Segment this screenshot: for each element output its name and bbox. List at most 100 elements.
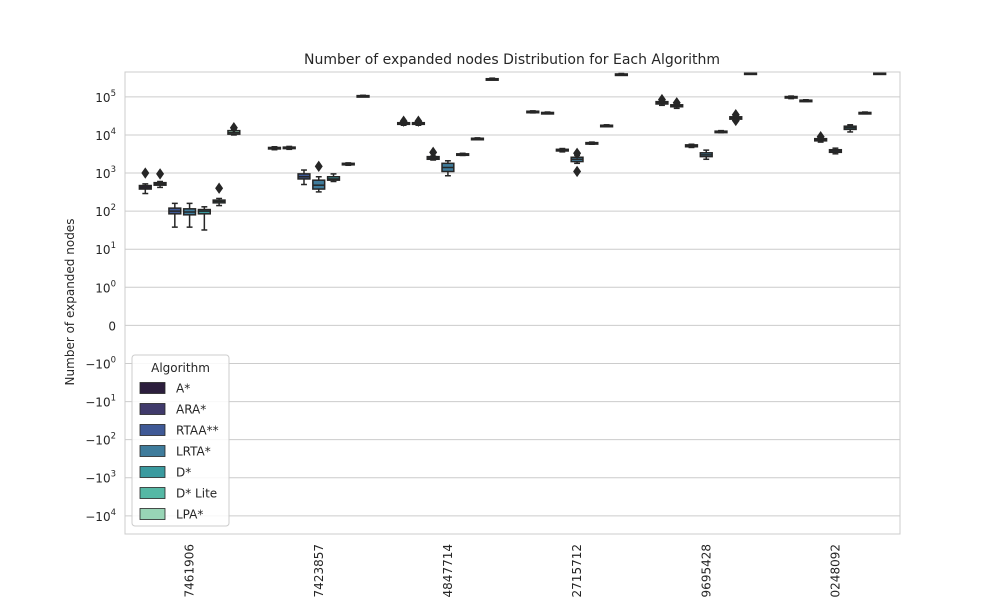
outlier-point [414,115,423,127]
legend-swatch [139,445,166,457]
box [784,95,798,100]
x-tick-label: 7461906 [183,544,197,597]
plot-frame [124,71,901,535]
outlier-point [399,115,408,127]
y-tick-label: −101 [85,394,116,410]
box [843,124,857,133]
series-lpa- [227,72,887,136]
box [197,206,211,231]
outlier-point [657,93,666,106]
y-tick-base: 10 [95,281,110,295]
legend-label: A* [176,382,190,396]
y-tick-base: 10 [95,91,110,105]
box [411,115,426,127]
box [873,72,887,76]
legend: Algorithm A* ARA* RTAA** LRTA* D* D* Lite LPA* [131,354,230,527]
legend-swatch [139,424,166,436]
x-tick-label: 2715712 [570,544,584,597]
box [282,145,296,151]
outlier-point [141,167,150,179]
legend-label: RTAA** [176,424,219,438]
box [799,99,813,103]
y-tick-exponent: 5 [111,89,116,99]
y-tick-label: 104 [95,127,116,143]
y-tick-label: −104 [85,508,116,524]
series-lrta- [182,147,843,228]
box [227,122,241,136]
box [614,72,629,77]
x-tick-label: 0248092 [828,544,842,597]
legend-label: ARA* [176,403,206,417]
y-tick-base: −10 [85,357,110,371]
y-tick-label: 102 [95,203,116,219]
chart-title: Number of expanded nodes Distribution fo… [304,52,720,68]
y-tick-base: −10 [85,396,110,410]
outlier-point [573,165,582,178]
x-tick-label: 4847714 [441,544,455,597]
box [655,93,669,107]
y-tick-base: −10 [85,434,110,448]
box [684,143,699,149]
box [485,77,499,81]
y-tick-label: −100 [85,355,116,371]
box [699,149,713,161]
series-d- [197,124,857,231]
legend-label: D* [176,466,191,480]
y-tick-exponent: 2 [111,203,116,213]
series-ara- [153,97,813,189]
y-tick-label: 103 [95,165,116,181]
legend-label: LPA* [176,508,203,522]
y-tick-label: −102 [85,432,116,448]
box [341,162,355,167]
y-axis-label: Number of expanded nodes [63,219,77,386]
outlier-point [429,146,438,159]
box [555,147,569,153]
y-tick-label: −103 [85,470,116,486]
box [814,131,828,143]
box [267,146,282,151]
y-tick-exponent: 1 [111,394,116,404]
box [729,109,743,127]
y-tick-base: 0 [108,319,116,333]
y-tick-exponent: 0 [111,279,116,289]
box [585,141,599,146]
y-tick-base: 10 [95,205,110,219]
box [599,124,614,128]
outlier-point [156,168,165,180]
y-tick-exponent: 4 [111,508,116,518]
legend-swatch [139,487,166,499]
box [670,97,684,110]
box [526,110,540,114]
legend-label: LRTA* [176,445,211,459]
y-tick-label: 0 [108,319,116,333]
legend-swatch [139,508,166,520]
y-tick-exponent: 4 [111,127,116,137]
box [714,129,728,134]
box [297,169,311,186]
x-tick-label: 7423857 [312,544,326,597]
y-tick-exponent: 2 [111,432,116,442]
outlier-point [816,131,825,143]
box [182,202,197,228]
legend-swatch [139,466,166,478]
box [326,173,341,183]
series-rtaa- [168,131,828,228]
box [356,94,370,98]
box [153,168,167,189]
y-tick-label: 105 [95,89,116,105]
x-tick-labels: 7461906 7423857 4847714 2715712 9695428 02480… [183,544,843,597]
y-tick-exponent: 1 [111,241,116,251]
y-tick-label: 101 [95,241,116,257]
box [168,202,182,228]
series-a- [138,93,798,195]
y-tick-exponent: 3 [111,165,116,175]
legend-items: A* ARA* RTAA** LRTA* D* D* Lite LPA* [139,382,219,522]
legend-swatch [139,403,166,415]
outlier-point [731,114,740,127]
series-d-lite [212,109,872,207]
legend-frame [131,354,230,527]
box [138,167,152,195]
y-tick-exponent: 0 [111,355,116,365]
x-tick-label: 9695428 [699,544,713,597]
